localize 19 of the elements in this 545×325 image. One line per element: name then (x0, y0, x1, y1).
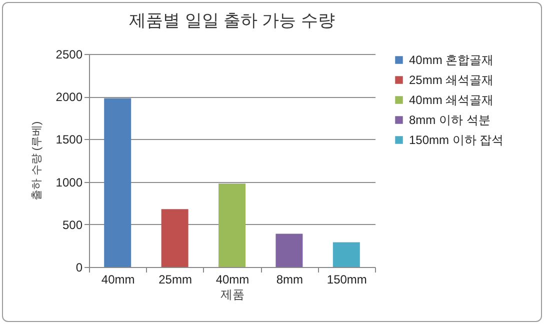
y-tick-label: 2500 (56, 48, 83, 62)
x-tick-label: 25mm (158, 272, 192, 286)
legend-label: 25mm 쇄석골재 (409, 73, 494, 87)
legend-label: 150mm 이하 잡석 (409, 133, 504, 147)
x-tick-label: 40mm (216, 272, 250, 286)
legend-label: 8mm 이하 석분 (409, 113, 490, 127)
x-tick-label: 150mm (326, 272, 367, 286)
x-tick-label: 8mm (276, 272, 304, 286)
x-axis-title: 제품 (220, 288, 244, 302)
y-tick-label: 0 (76, 260, 83, 274)
legend-label: 40mm 혼합골재 (409, 53, 494, 67)
legend-label: 40mm 쇄석골재 (409, 93, 494, 107)
y-tick-label: 2000 (56, 90, 83, 104)
y-tick-label: 1500 (56, 132, 83, 147)
y-tick-label: 500 (62, 218, 83, 232)
y-tick-label: 1000 (56, 175, 83, 190)
chart-title: 제품별 일일 출하 가능 수량 (129, 11, 335, 30)
y-axis-title: 출하 수량 (루베) (30, 121, 43, 201)
x-tick-label: 40mm (101, 272, 135, 286)
